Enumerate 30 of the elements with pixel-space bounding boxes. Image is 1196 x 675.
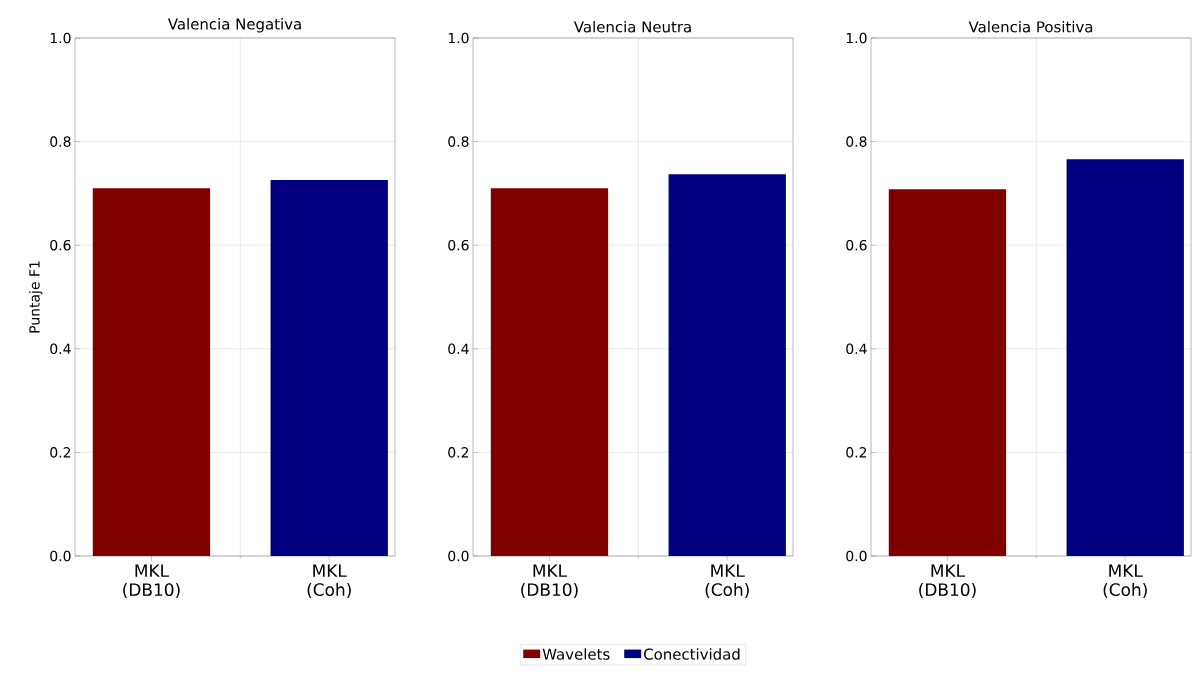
y-tick-label: 0.4	[846, 343, 867, 355]
y-tick-label: 0.0	[846, 550, 867, 562]
x-tick-label: MKL (Coh)	[307, 564, 351, 599]
y-tick-label: 0.8	[50, 136, 71, 147]
x-tick-label: MKL (Coh)	[705, 564, 749, 599]
y-tick-label: 0.0	[50, 550, 71, 562]
x-tick-label: MKL (DB10)	[123, 564, 180, 599]
y-tick-label: 0.0	[448, 550, 469, 562]
y-tick-label: 0.8	[846, 136, 867, 147]
chart-title: Valencia Positiva	[968, 20, 1093, 33]
y-tick-label: 0.2	[448, 447, 469, 458]
y-tick-label: 0.6	[448, 239, 469, 251]
y-tick-label: 0.2	[846, 447, 867, 458]
x-tick-label: MKL (DB10)	[919, 564, 976, 599]
x-tick-label: MKL (DB10)	[521, 564, 578, 599]
y-tick-label: 0.6	[50, 239, 71, 251]
y-tick-label: 0.4	[448, 343, 469, 355]
y-tick-label: 0.4	[50, 343, 71, 355]
y-tick-label: 0.8	[448, 136, 469, 147]
y-tick-label: 0.6	[846, 239, 867, 251]
y-tick-label: 1.0	[448, 32, 469, 44]
y-tick-label: 1.0	[846, 32, 867, 44]
y-tick-label: 0.2	[50, 447, 71, 458]
chart-title: Valencia Negativa	[167, 18, 301, 33]
chart-title: Valencia Neutra	[573, 20, 691, 33]
legend-label: Conectividad	[644, 648, 740, 660]
y-axis-title: Puntaje F1	[28, 261, 43, 333]
legend-label: Wavelets	[542, 648, 610, 660]
y-tick-label: 1.0	[50, 32, 71, 44]
x-tick-label: MKL (Coh)	[1103, 564, 1147, 599]
